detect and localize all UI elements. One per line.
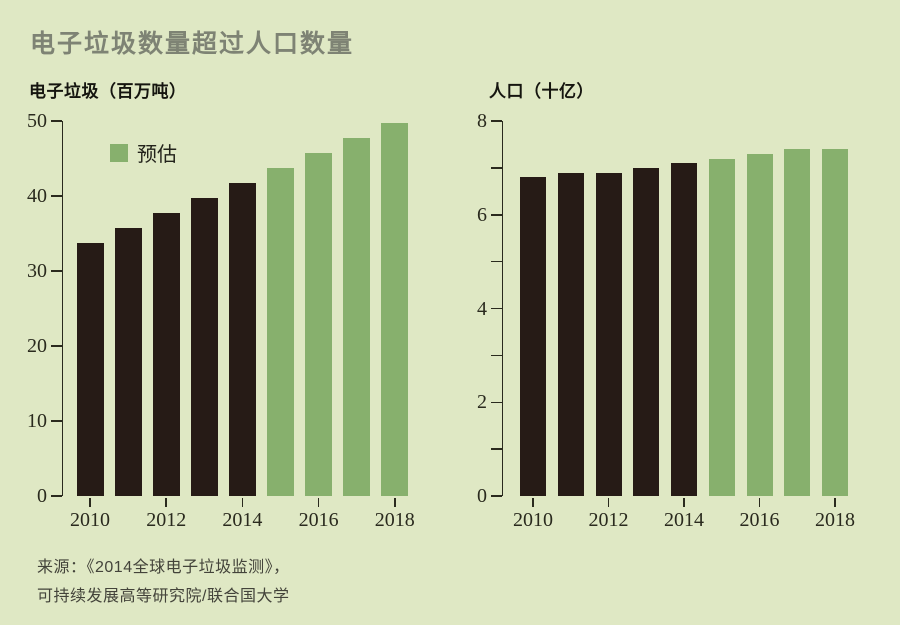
x-axis-tick-label: 2014 xyxy=(664,509,704,531)
estimate-legend-label: 预估 xyxy=(137,144,177,166)
x-axis-tick-label: 2016 xyxy=(739,509,780,531)
bar-2013 xyxy=(190,197,218,496)
y-axis-tick-label: 8 xyxy=(477,110,487,132)
bar-2015 xyxy=(708,158,735,496)
source-line-1: 来源：《2014全球电子垃圾监测》， xyxy=(37,559,290,576)
x-axis-tick xyxy=(89,498,91,507)
x-axis-tick-label: 2012 xyxy=(146,509,187,531)
bar-2012 xyxy=(595,172,622,496)
x-axis-tick xyxy=(834,498,836,507)
y-axis-tick-label: 50 xyxy=(27,110,47,132)
x-axis-tick xyxy=(317,498,320,507)
bar-2016 xyxy=(305,153,333,496)
bar-2014 xyxy=(228,182,256,496)
x-axis-tick-label: 2010 xyxy=(513,509,553,531)
bar-2017 xyxy=(343,137,371,496)
y-axis-tick xyxy=(491,354,502,357)
y-axis-tick xyxy=(491,448,502,450)
bar-2018 xyxy=(381,122,409,496)
x-axis-tick xyxy=(532,498,534,507)
x-axis-tick xyxy=(241,498,244,507)
y-axis-tick xyxy=(51,495,62,497)
source-note: 来源：《2014全球电子垃圾监测》， 可持续发展高等研究院/联合国大学 xyxy=(37,553,290,611)
y-axis-tick-label: 10 xyxy=(27,410,47,432)
x-axis-tick xyxy=(165,498,167,507)
y-axis-tick xyxy=(491,167,502,169)
x-axis-tick xyxy=(394,498,396,507)
y-axis-tick xyxy=(491,214,502,216)
y-axis xyxy=(61,121,63,496)
x-axis-tick xyxy=(683,498,685,507)
y-axis-tick-label: 2 xyxy=(477,391,487,414)
y-axis-tick-label: 30 xyxy=(27,260,47,282)
x-axis-tick-label: 2018 xyxy=(374,509,415,531)
source-line-2: 可持续发展高等研究院/联合国大学 xyxy=(37,588,290,605)
bar-2015 xyxy=(267,167,294,496)
y-axis-tick xyxy=(491,260,502,263)
bar-2010 xyxy=(76,242,104,496)
ewaste-chart-title: 电子垃圾（百万吨） xyxy=(29,82,187,101)
bar-2017 xyxy=(784,149,811,496)
y-axis-tick xyxy=(51,345,62,347)
y-axis-tick-label: 6 xyxy=(477,203,487,226)
x-axis-tick-label: 2012 xyxy=(588,509,629,531)
x-axis-tick-label: 2016 xyxy=(298,509,339,531)
y-axis-tick xyxy=(491,401,502,403)
y-axis-tick xyxy=(51,270,62,272)
bottom-strip xyxy=(0,625,900,639)
x-axis-tick-label: 2010 xyxy=(70,509,110,531)
y-axis-tick xyxy=(51,120,62,122)
x-axis-tick xyxy=(607,498,610,507)
bar-2014 xyxy=(671,163,697,496)
y-axis-tick-label: 40 xyxy=(27,185,47,207)
bar-2011 xyxy=(114,227,142,496)
y-axis-tick xyxy=(491,307,502,310)
bar-2016 xyxy=(746,153,773,496)
estimate-legend-swatch xyxy=(110,143,128,162)
y-axis-tick xyxy=(491,495,502,497)
y-axis-tick-label: 0 xyxy=(477,485,487,507)
x-axis-tick-label: 2018 xyxy=(815,509,855,531)
y-axis-tick xyxy=(51,420,62,422)
bar-2011 xyxy=(557,172,584,496)
y-axis-tick xyxy=(51,195,62,197)
y-axis-tick-label: 20 xyxy=(27,335,47,357)
y-axis-tick-label: 0 xyxy=(37,485,47,507)
estimate-legend: 预估 xyxy=(110,138,177,167)
bar-2010 xyxy=(520,177,546,496)
x-axis-tick-label: 2014 xyxy=(222,509,263,531)
bar-2013 xyxy=(633,167,660,496)
y-axis-tick xyxy=(491,120,502,122)
x-axis-tick xyxy=(758,498,761,507)
y-axis-tick-label: 4 xyxy=(477,297,487,320)
bar-2012 xyxy=(152,212,180,496)
population-chart-title: 人口（十亿） xyxy=(489,82,594,101)
bar-2018 xyxy=(822,149,848,496)
y-axis xyxy=(501,121,503,496)
page-title: 电子垃圾数量超过人口数量 xyxy=(30,31,355,58)
